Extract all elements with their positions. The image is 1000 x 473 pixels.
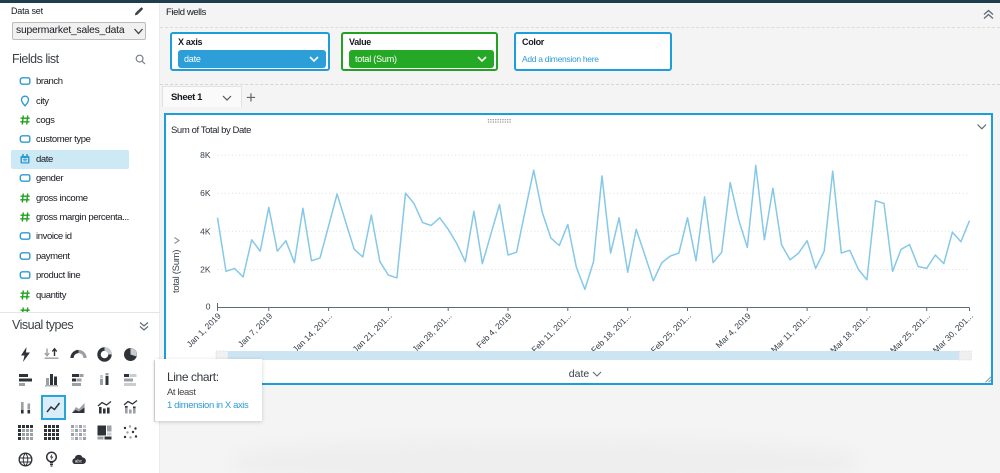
svg-text:2K: 2K — [200, 265, 211, 275]
svg-text:Feb 25, 201...: Feb 25, 201... — [649, 311, 693, 355]
svg-text:Jan 7, 2019: Jan 7, 2019 — [236, 311, 275, 350]
svg-text:Jan 14, 201...: Jan 14, 201... — [291, 311, 334, 354]
svg-text:Feb 18, 201...: Feb 18, 201... — [589, 311, 633, 355]
svg-text:0: 0 — [206, 302, 211, 312]
svg-text:Mar 4, 2019: Mar 4, 2019 — [714, 311, 753, 350]
svg-text:date: date — [569, 368, 590, 380]
svg-text:Jan 21, 201...: Jan 21, 201... — [350, 311, 393, 354]
svg-text:Mar 18, 201...: Mar 18, 201... — [828, 311, 872, 355]
svg-text:abc: abc — [74, 458, 82, 463]
svg-text:8K: 8K — [200, 150, 211, 160]
svg-text:Jan 28, 201...: Jan 28, 201... — [410, 311, 453, 354]
svg-text:4K: 4K — [200, 226, 211, 236]
svg-text:Mar 30, 201...: Mar 30, 201... — [931, 311, 975, 355]
svg-text:Mar 25, 201...: Mar 25, 201... — [888, 311, 932, 355]
svg-text:total (Sum): total (Sum) — [171, 250, 182, 293]
svg-text:Mar 11, 201...: Mar 11, 201... — [769, 311, 813, 355]
svg-text:6K: 6K — [200, 188, 211, 198]
svg-text:Jan 1, 2019: Jan 1, 2019 — [184, 311, 223, 350]
svg-text:Feb 4, 2019: Feb 4, 2019 — [474, 311, 513, 350]
svg-text:Feb 11, 201...: Feb 11, 201... — [529, 311, 573, 355]
